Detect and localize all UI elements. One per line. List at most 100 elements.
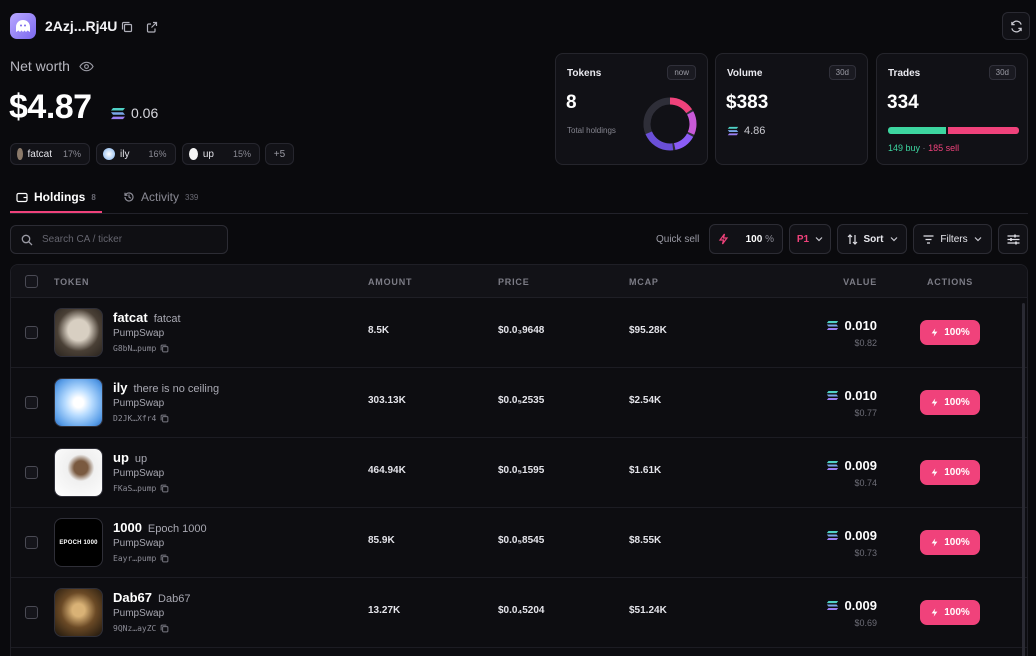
token-title: ily there is no ceiling (113, 380, 219, 395)
token-contract: Eayr…pump (113, 554, 169, 563)
tab-holdings[interactable]: Holdings 8 (16, 190, 96, 204)
chevron-down-icon (815, 237, 823, 242)
sort-button[interactable]: Sort (837, 224, 907, 254)
lightning-icon (931, 538, 938, 547)
token-mcap: $51.24K (629, 605, 667, 616)
tab-label: Activity (141, 190, 180, 204)
copy-icon[interactable] (160, 344, 169, 353)
ghost-icon (16, 20, 30, 32)
sell-label: 100% (944, 397, 970, 408)
buy-count: 149 buy (888, 143, 921, 153)
eye-icon[interactable] (79, 61, 94, 72)
trades-value: 334 (887, 92, 919, 113)
select-all-checkbox[interactable] (25, 275, 38, 288)
sell-label: 100% (944, 537, 970, 548)
wallet-address: 2Azj...Rj4U (45, 18, 118, 34)
lightning-icon (931, 328, 938, 337)
copy-icon[interactable] (160, 554, 169, 563)
filters-button[interactable]: Filters (913, 224, 992, 254)
solana-icon (727, 126, 739, 136)
search-input[interactable] (42, 234, 202, 245)
row-checkbox[interactable] (25, 326, 38, 339)
token-dex: PumpSwap (113, 398, 165, 409)
sell-label: 100% (944, 467, 970, 478)
token-value-usd: $0.82 (854, 338, 877, 348)
holdings-donut-chart (643, 97, 697, 151)
chip-pct: 16% (148, 149, 167, 159)
header-price[interactable]: PRICE (498, 277, 530, 287)
history-icon (124, 192, 134, 202)
sell-bar-segment (947, 127, 1019, 134)
token-symbol: fatcat (113, 310, 148, 325)
token-title: fatcat fatcat (113, 310, 181, 325)
quick-sell-value: 100 (745, 233, 763, 245)
token-symbol: Dab67 (113, 590, 153, 605)
sort-label: Sort (863, 233, 884, 245)
tab-activity[interactable]: Activity 339 (123, 190, 198, 204)
donut-segment (643, 97, 697, 151)
scrollbar[interactable] (1022, 303, 1025, 656)
row-checkbox[interactable] (25, 606, 38, 619)
table-settings-button[interactable] (998, 224, 1028, 254)
quick-sell-input[interactable]: 100 % (709, 224, 783, 254)
wallet-icon (16, 192, 28, 202)
card-badge: 30d (988, 65, 1016, 80)
quick-sell-button[interactable]: 100% (920, 390, 980, 415)
contract-address: FKaS…pump (113, 484, 157, 493)
token-symbol: 1000 (113, 520, 142, 535)
row-checkbox[interactable] (25, 536, 38, 549)
quick-sell-button[interactable]: 100% (920, 320, 980, 345)
holding-chip-ily[interactable]: ily 16% (96, 143, 176, 165)
solana-icon (827, 531, 839, 541)
table-row-fatcat[interactable]: fatcat fatcat PumpSwap G8bN…pump 8.5K $0… (11, 298, 1027, 368)
table-row-ily[interactable]: ily there is no ceiling PumpSwap D2JK…Xf… (11, 368, 1027, 438)
token-price: $0.0₅2535 (498, 395, 545, 406)
chip-label: up (202, 148, 214, 160)
search-box (10, 225, 228, 254)
tokens-card: Tokens now 8 Total holdings (555, 53, 708, 165)
header-amount[interactable]: AMOUNT (368, 277, 413, 287)
more-holdings-chip[interactable]: +5 (265, 143, 294, 165)
token-value-sol: 0.009 (826, 528, 877, 543)
token-symbol: up (113, 450, 129, 465)
copy-icon[interactable] (119, 19, 135, 35)
tabs-divider (10, 213, 1028, 214)
preset-dropdown[interactable]: P1 (789, 224, 831, 254)
row-checkbox[interactable] (25, 396, 38, 409)
networth-sol: 0.06 (110, 105, 158, 121)
copy-icon[interactable] (160, 624, 169, 633)
tab-label: Holdings (34, 190, 86, 204)
donut-segment (643, 97, 697, 151)
preset-label: P1 (796, 233, 810, 245)
copy-icon[interactable] (160, 484, 169, 493)
tab-count: 8 (91, 192, 96, 202)
holding-chip-up[interactable]: up 15% (182, 143, 260, 165)
token-title: up up (113, 450, 147, 465)
row-checkbox[interactable] (25, 466, 38, 479)
active-tab-indicator (10, 211, 102, 213)
table-row-up[interactable]: up up PumpSwap FKaS…pump 464.94K $0.0₅15… (11, 438, 1027, 508)
external-link-icon[interactable] (144, 19, 160, 35)
card-title: Volume (727, 68, 763, 79)
quick-sell-button[interactable]: 100% (920, 530, 980, 555)
chevron-down-icon (974, 237, 982, 242)
sell-count: 185 sell (928, 143, 960, 153)
buy-bar-segment (888, 127, 946, 134)
header-token[interactable]: TOKEN (54, 277, 90, 287)
token-amount: 303.13K (368, 395, 406, 406)
volume-card: Volume 30d $383 4.86 (715, 53, 868, 165)
header-mcap[interactable]: MCAP (629, 277, 659, 287)
quick-sell-button[interactable]: 100% (920, 600, 980, 625)
sell-label: 100% (944, 607, 970, 618)
token-mcap: $8.55K (629, 535, 662, 546)
token-title: Dab67 Dab67 (113, 590, 190, 605)
wallet-avatar[interactable] (10, 13, 36, 39)
copy-icon[interactable] (160, 414, 169, 423)
header-value[interactable]: VALUE (843, 277, 877, 287)
quick-sell-unit: % (765, 233, 774, 245)
holding-chip-fatcat[interactable]: fatcat 17% (10, 143, 90, 165)
table-row-1000[interactable]: EPOCH 1000 1000 Epoch 1000 PumpSwap Eayr… (11, 508, 1027, 578)
refresh-button[interactable] (1002, 12, 1030, 40)
quick-sell-button[interactable]: 100% (920, 460, 980, 485)
table-row-dab67[interactable]: Dab67 Dab67 PumpSwap 9QNz…ayZC 13.27K $0… (11, 578, 1027, 648)
